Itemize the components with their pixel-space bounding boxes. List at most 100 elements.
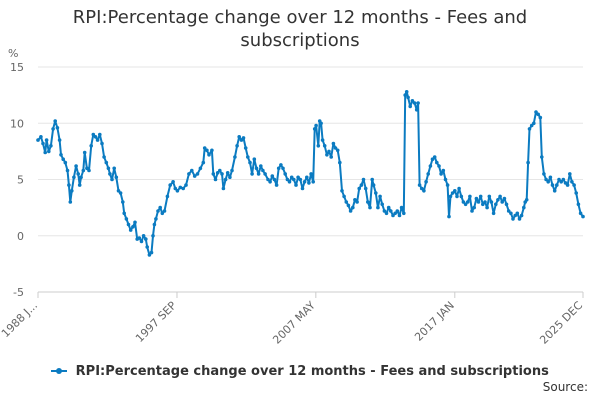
data-point: [470, 209, 474, 213]
data-point: [443, 177, 448, 182]
data-point: [428, 164, 433, 168]
data-point: [502, 196, 507, 201]
data-point: [404, 90, 409, 94]
data-point: [506, 209, 511, 213]
data-point: [89, 144, 93, 148]
data-point: [494, 202, 498, 207]
data-point: [112, 166, 116, 171]
data-point: [235, 144, 239, 148]
x-tick-label: 2025 DEC: [537, 299, 585, 347]
legend-swatch-icon: [51, 367, 68, 374]
data-point: [91, 132, 96, 137]
data-point: [243, 146, 248, 150]
y-tick-label: 15: [10, 61, 24, 74]
data-point: [237, 135, 241, 139]
data-point: [366, 200, 370, 204]
data-point: [426, 172, 431, 176]
data-point: [491, 211, 496, 216]
chart-title-line-2: subscriptions: [240, 30, 360, 51]
data-point: [74, 164, 78, 168]
data-point: [106, 166, 111, 171]
data-point: [207, 153, 211, 157]
data-point: [195, 172, 200, 176]
data-point: [386, 205, 391, 210]
data-point: [144, 237, 148, 241]
data-point: [422, 189, 426, 193]
data-point: [230, 168, 234, 173]
data-point: [474, 196, 479, 201]
data-point: [410, 99, 415, 103]
data-point: [272, 177, 277, 182]
data-point: [151, 234, 155, 238]
data-point: [302, 180, 307, 184]
data-point: [65, 168, 70, 173]
data-point: [223, 177, 228, 182]
data-point: [287, 180, 292, 184]
data-point: [325, 153, 329, 157]
data-point: [550, 183, 555, 187]
data-point: [55, 126, 60, 130]
data-point: [331, 141, 336, 146]
data-point: [190, 168, 194, 173]
data-point: [489, 200, 494, 204]
data-point: [485, 205, 489, 210]
x-tick-label: 1997 SEP: [133, 299, 179, 345]
legend[interactable]: RPI:Percentage change over 12 months - F…: [0, 364, 600, 379]
data-point: [511, 217, 515, 221]
data-point: [145, 245, 149, 249]
data-point: [524, 198, 529, 202]
data-point: [233, 155, 237, 159]
data-point: [311, 180, 316, 184]
data-point: [187, 172, 191, 176]
data-point: [108, 172, 112, 176]
data-point: [509, 211, 513, 216]
data-point: [104, 160, 109, 165]
data-point: [565, 183, 570, 187]
data-point: [517, 217, 522, 221]
data-point: [447, 214, 451, 219]
data-point: [254, 166, 259, 171]
data-point: [572, 183, 576, 187]
data-point: [314, 123, 318, 128]
data-point: [250, 172, 254, 176]
data-point: [351, 205, 355, 210]
data-point: [268, 180, 272, 184]
data-point: [118, 191, 123, 195]
data-point: [41, 141, 45, 146]
data-point: [361, 177, 366, 182]
data-point: [49, 144, 53, 148]
data-point: [419, 186, 424, 191]
data-point: [285, 177, 290, 182]
data-point: [416, 101, 420, 105]
data-point: [561, 177, 566, 182]
y-tick-label: 10: [10, 117, 24, 130]
data-point: [248, 160, 252, 165]
data-point: [468, 194, 472, 199]
data-point: [368, 205, 372, 210]
data-point: [294, 183, 298, 187]
data-point: [544, 177, 548, 182]
data-point: [77, 183, 82, 187]
data-point: [241, 136, 246, 140]
data-point: [527, 127, 532, 131]
data-point: [59, 153, 63, 157]
data-point: [327, 149, 331, 154]
data-point: [300, 186, 305, 191]
data-point: [225, 171, 230, 175]
data-point: [165, 194, 170, 199]
data-point: [546, 180, 550, 184]
chart-title: RPI:Percentage change over 12 months - F…: [0, 6, 600, 52]
x-tick-label: 2017 JAN: [412, 299, 457, 344]
data-point: [156, 209, 160, 213]
data-point: [359, 183, 364, 187]
data-point: [384, 211, 389, 216]
data-point: [463, 202, 468, 207]
data-point: [173, 186, 178, 191]
data-point: [346, 203, 351, 208]
data-point: [355, 200, 359, 204]
data-point: [228, 175, 232, 180]
data-point: [283, 172, 288, 176]
data-point: [414, 108, 419, 112]
series-group: [36, 90, 585, 257]
data-point: [211, 172, 216, 176]
